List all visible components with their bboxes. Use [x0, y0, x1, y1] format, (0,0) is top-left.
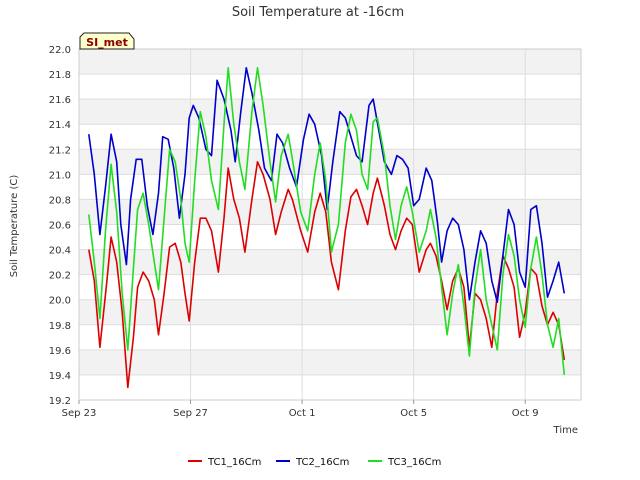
plot-band: [79, 99, 581, 125]
y-axis-ticks: 19.2 19.4 19.6 19.8 20.0 20.2 20.4 20.6 20.8 21.0…: [49, 45, 71, 407]
y-tick-label: 21.4: [49, 120, 71, 131]
series-line-tc1_16cm: [88, 161, 566, 389]
legend: TC1_16Cm TC2_16Cm TC3_16Cm: [188, 457, 441, 468]
y-tick-label: 21.0: [49, 170, 71, 181]
badge-shape: [79, 32, 135, 50]
series-line-tc3_16cm: [88, 67, 566, 375]
y-tick-label: 20.6: [49, 221, 71, 232]
y-tick-label: 20.0: [49, 296, 71, 307]
y-tick-label: 20.8: [49, 195, 71, 206]
plot-band: [79, 149, 581, 175]
legend-label: TC1_16Cm: [207, 457, 261, 468]
plot-band: [79, 49, 581, 75]
plot-frame: [78, 48, 582, 401]
y-tick-label: 21.6: [49, 95, 71, 106]
plot-band: [79, 324, 581, 350]
y-axis-label: Soil Temperature (C): [9, 175, 20, 278]
plot-band: [79, 274, 581, 300]
series-lines: [88, 67, 566, 389]
x-tick-label: Oct 9: [512, 408, 539, 419]
badge-label: SI_met: [86, 36, 128, 49]
legend-label: TC2_16Cm: [295, 457, 349, 468]
plot-band: [79, 349, 581, 375]
y-tick-label: 21.2: [49, 145, 71, 156]
y-tick-label: 19.4: [49, 371, 71, 382]
y-tick-label: 19.8: [49, 321, 71, 332]
y-tick-label: 20.4: [49, 246, 71, 257]
y-tick-label: 19.2: [49, 396, 71, 407]
plot-band: [79, 374, 581, 400]
plot-band: [79, 199, 581, 225]
y-tick-label: 20.2: [49, 271, 71, 282]
x-axis-label: Time: [553, 425, 578, 436]
x-tick-label: Sep 27: [173, 408, 208, 419]
plot-band: [79, 124, 581, 150]
y-tick-label: 19.6: [49, 346, 71, 357]
series-line-tc2_16cm: [88, 67, 566, 303]
x-tick-label: Oct 1: [289, 408, 316, 419]
x-tick-label: Sep 23: [62, 408, 97, 419]
y-tick-label: 21.8: [49, 70, 71, 81]
x-axis-ticks: Sep 23 Sep 27 Oct 1 Oct 5 Oct 9: [62, 400, 539, 419]
chart-title: Soil Temperature at -16cm: [232, 5, 404, 20]
y-tick-label: 22.0: [49, 45, 71, 56]
x-tick-label: Oct 5: [400, 408, 427, 419]
legend-label: TC3_16Cm: [387, 457, 441, 468]
plot-band: [79, 74, 581, 100]
station-badge: SI_met: [79, 32, 135, 50]
